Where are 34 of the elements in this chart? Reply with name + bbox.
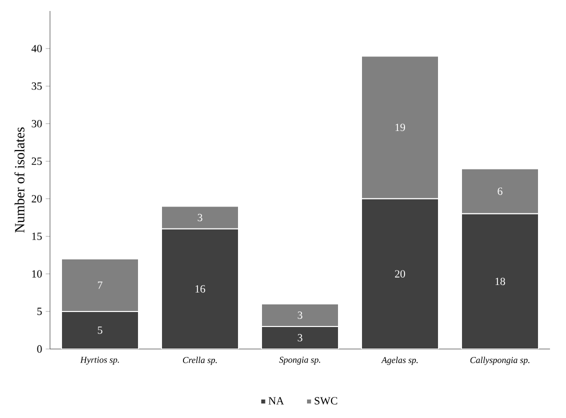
y-axis-title: Number of isolates [14, 127, 24, 233]
data-label: 3 [298, 312, 302, 319]
data-label: 20 [395, 270, 406, 278]
y-tick-label: 15 [32, 232, 42, 240]
x-tick-label: Callyspongia sp. [470, 356, 530, 365]
y-tick-label: 10 [32, 270, 42, 278]
y-tick-label: 35 [32, 82, 42, 90]
x-tick-label: Agelas sp. [381, 356, 418, 365]
y-tick-label: 0 [37, 345, 42, 353]
bar [61, 310, 139, 349]
x-tick-label: Spongia sp. [279, 356, 320, 365]
y-tick-label: 40 [31, 44, 42, 52]
legend-label: NA [268, 397, 284, 404]
data-label: 3 [198, 214, 202, 222]
bar [461, 213, 539, 349]
x-tick-label: Crella sp. [182, 356, 217, 365]
x-tick-label: Hyrtios sp. [80, 356, 119, 365]
bar [361, 198, 439, 349]
bar [161, 206, 239, 230]
data-label: 5 [98, 326, 102, 334]
data-label: 3 [298, 334, 302, 342]
bar [261, 303, 339, 327]
y-tick-label: 30 [32, 120, 42, 128]
bar [161, 228, 239, 349]
data-label: 19 [395, 124, 406, 132]
bar [261, 326, 339, 349]
legend-label: SWC [314, 397, 338, 405]
data-label: 7 [98, 282, 102, 289]
data-label: 18 [495, 278, 506, 286]
data-label: 16 [195, 285, 206, 293]
y-tick-label: 5 [37, 308, 42, 316]
y-tick-label: 25 [32, 158, 42, 165]
y-tick-label: 20 [32, 195, 42, 202]
data-label: 6 [498, 188, 502, 195]
